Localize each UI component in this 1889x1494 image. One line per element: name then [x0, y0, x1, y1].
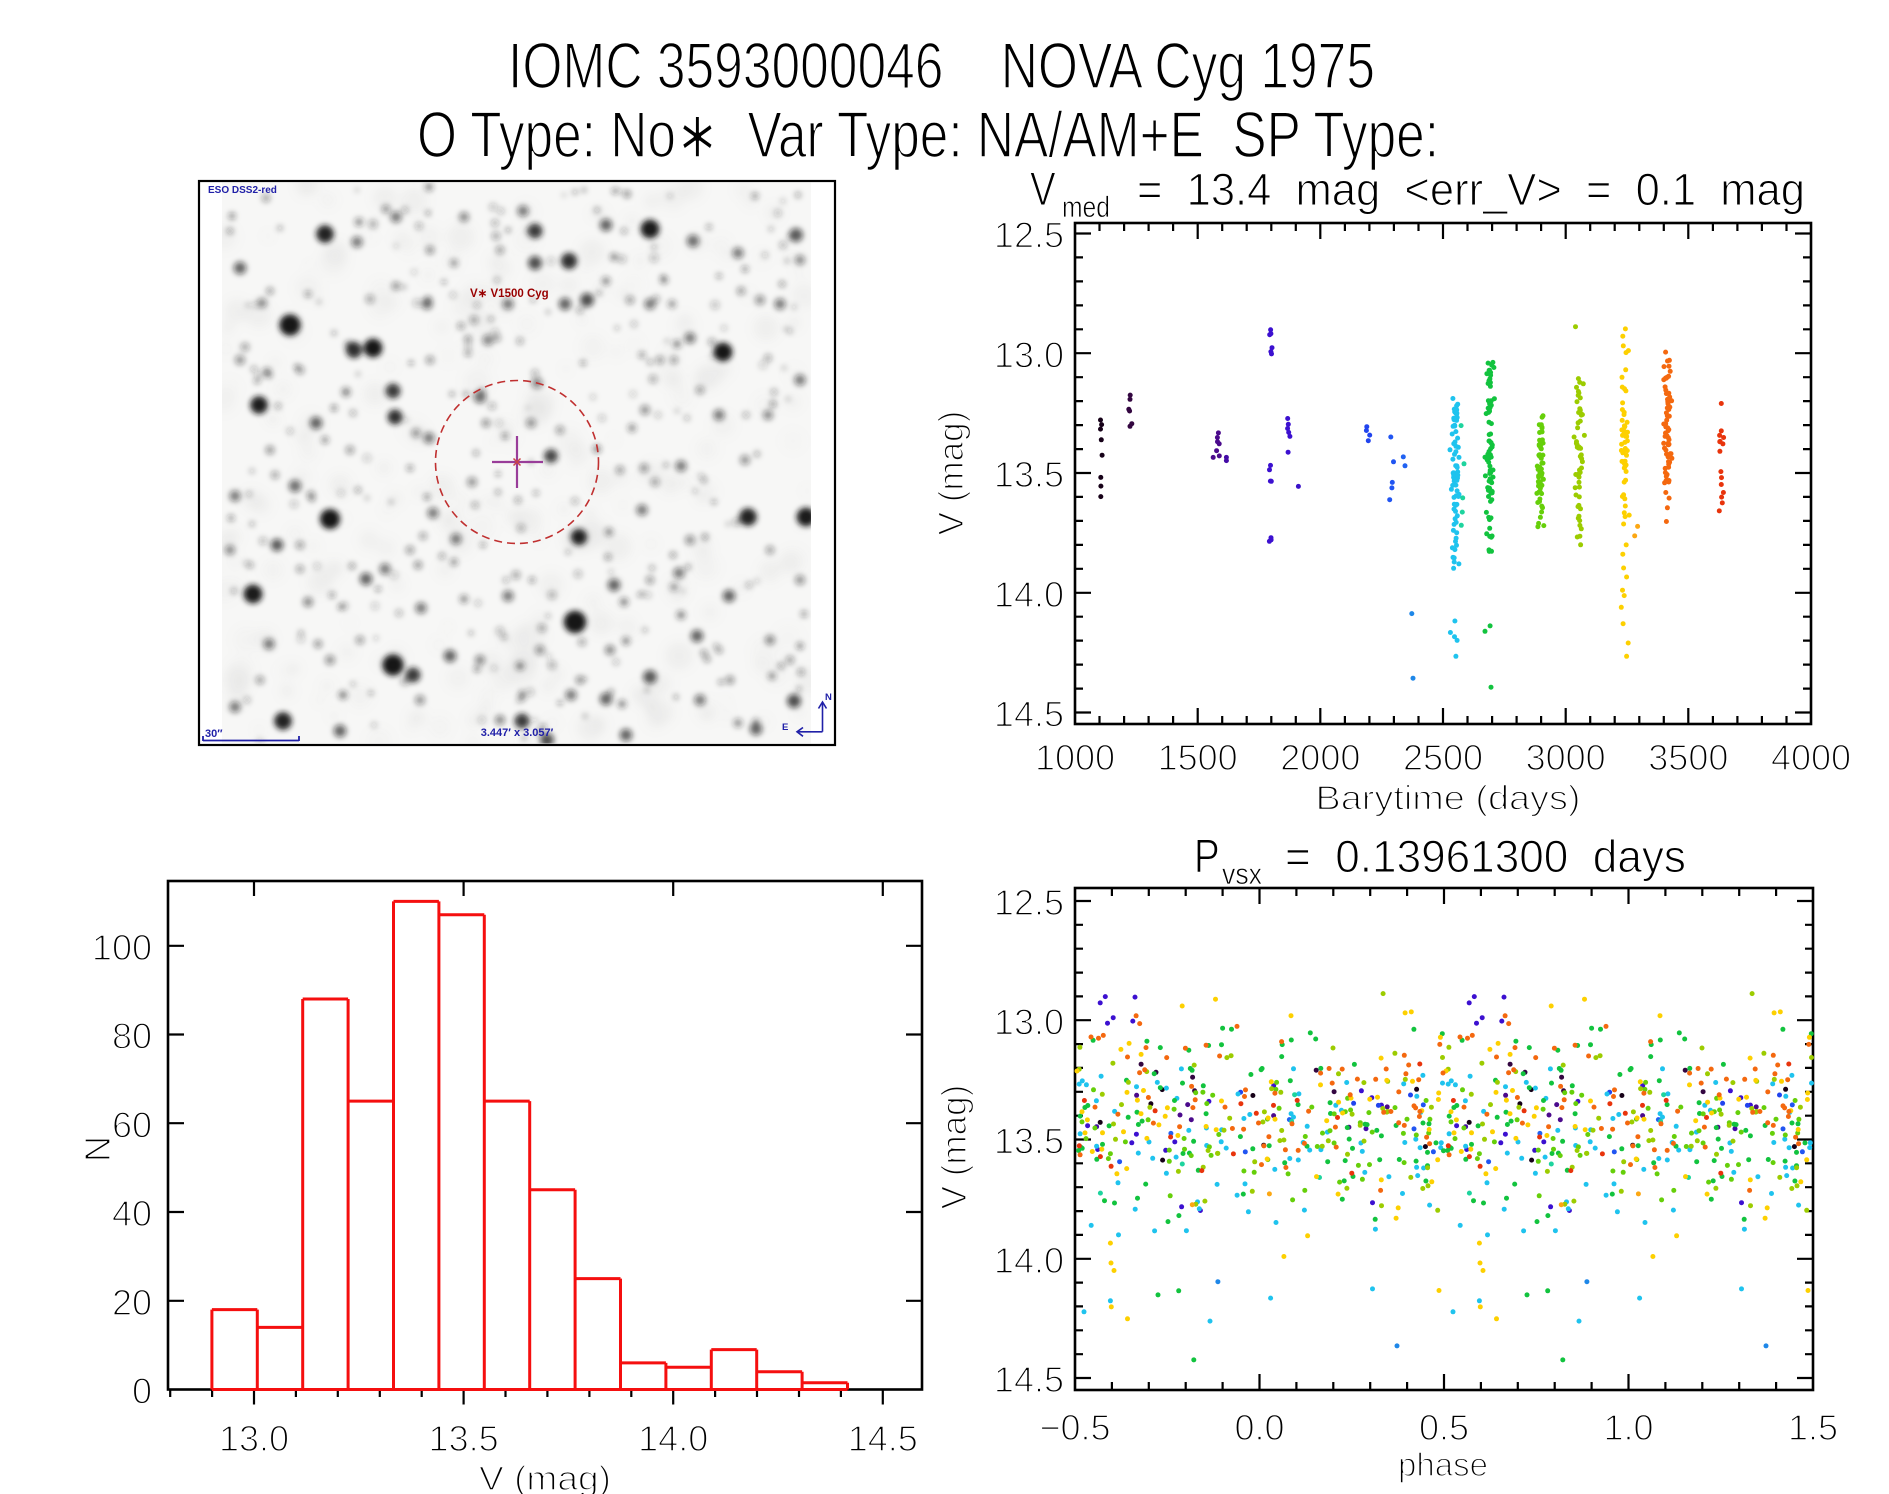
svg-text:13.0: 13.0 [994, 334, 1064, 375]
svg-text:N: N [77, 1136, 118, 1162]
svg-text:0: 0 [132, 1371, 152, 1412]
svg-text:13.5: 13.5 [994, 454, 1064, 495]
svg-text:14.0: 14.0 [994, 574, 1064, 615]
svg-text:80: 80 [112, 1016, 152, 1057]
svg-text:Barytime (days): Barytime (days) [1316, 780, 1581, 818]
svg-text:med: med [1062, 191, 1110, 224]
svg-text:14.0: 14.0 [638, 1418, 708, 1459]
svg-text:vsx: vsx [1222, 858, 1262, 891]
svg-text:4000: 4000 [1771, 737, 1851, 778]
svg-text:0.0: 0.0 [1234, 1407, 1284, 1448]
svg-text:ESO DSS2-red: ESO DSS2-red [208, 185, 277, 196]
svg-text:14.0: 14.0 [994, 1240, 1064, 1281]
svg-text:1500: 1500 [1158, 737, 1238, 778]
svg-text:P: P [1194, 830, 1220, 882]
svg-text:V (mag): V (mag) [479, 1460, 611, 1494]
svg-text:= 0.13961300 days: = 0.13961300 days [1285, 832, 1686, 882]
svg-text:V: V [1030, 163, 1056, 215]
svg-text:12.5: 12.5 [994, 882, 1064, 923]
svg-text:13.5: 13.5 [429, 1418, 499, 1459]
svg-text:12.5: 12.5 [994, 215, 1064, 256]
svg-text:= 13.4 mag <err_V> = 0.1: = 13.4 mag <err_V> = 0.1 mag [1137, 165, 1805, 215]
svg-text:phase: phase [1398, 1446, 1488, 1483]
svg-text:14.5: 14.5 [848, 1418, 918, 1459]
svg-text:V (mag): V (mag) [935, 1085, 974, 1209]
svg-text:V (mag): V (mag) [932, 411, 971, 535]
svg-text:13.0: 13.0 [994, 1001, 1064, 1042]
svg-text:13.0: 13.0 [219, 1418, 289, 1459]
svg-text:1.5: 1.5 [1788, 1407, 1838, 1448]
svg-text:O Type: No∗ Var Type: NA/AM+E: O Type: No∗ Var Type: NA/AM+E SP Type: [417, 99, 1439, 171]
svg-text:3500: 3500 [1648, 737, 1728, 778]
svg-text:13.5: 13.5 [994, 1121, 1064, 1162]
svg-text:IOMC 3593000046 NOVA Cyg 19: IOMC 3593000046 NOVA Cyg 1975 [508, 30, 1375, 102]
svg-text:2000: 2000 [1280, 737, 1360, 778]
svg-text:N: N [825, 692, 832, 703]
svg-text:100: 100 [92, 927, 152, 968]
svg-text:14.5: 14.5 [994, 1359, 1064, 1400]
svg-text:20: 20 [112, 1282, 152, 1323]
svg-text:14.5: 14.5 [994, 694, 1064, 735]
svg-text:30″: 30″ [205, 728, 223, 740]
svg-text:−0.5: −0.5 [1039, 1407, 1110, 1448]
svg-text:3000: 3000 [1526, 737, 1606, 778]
svg-text:V∗ V1500 Cyg: V∗ V1500 Cyg [470, 288, 549, 300]
svg-text:E: E [782, 722, 788, 733]
svg-text:1000: 1000 [1035, 737, 1115, 778]
svg-text:60: 60 [112, 1104, 152, 1145]
svg-text:0.5: 0.5 [1419, 1407, 1469, 1448]
svg-text:40: 40 [112, 1193, 152, 1234]
svg-text:3.447′ x 3.057′: 3.447′ x 3.057′ [481, 727, 554, 739]
svg-text:1.0: 1.0 [1603, 1407, 1653, 1448]
svg-text:2500: 2500 [1403, 737, 1483, 778]
